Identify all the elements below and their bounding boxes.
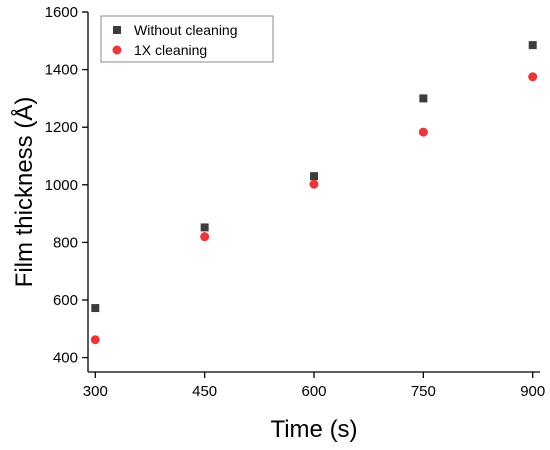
data-point-square — [310, 172, 318, 181]
y-tick-label: 1600 — [45, 4, 78, 21]
legend: Without cleaning 1X cleaning — [100, 15, 274, 63]
data-point-square — [91, 304, 100, 313]
y-axis-title: Film thickness (Å) — [10, 97, 38, 288]
y-tick-label: 600 — [53, 292, 78, 309]
x-axis-ticks: 300 450 600 750 900 — [83, 372, 545, 400]
y-axis-ticks: 400 600 800 1000 1200 1400 1600 — [45, 4, 88, 367]
data-point-circle — [90, 335, 100, 345]
x-tick-label: 900 — [520, 383, 545, 400]
x-axis-title: Time (s) — [270, 416, 357, 443]
data-point-circle — [200, 232, 210, 242]
legend-label: 1X cleaning — [134, 42, 207, 58]
data-point-circle — [418, 127, 428, 137]
y-tick-label: 800 — [53, 234, 78, 251]
legend-marker-square — [113, 26, 121, 34]
data-point-square — [200, 223, 209, 232]
data-point-circle — [528, 72, 538, 82]
legend-box — [100, 15, 274, 63]
data-point-square — [528, 41, 537, 50]
data-point-square — [419, 94, 428, 103]
legend-items: Without cleaning 1X cleaning — [112, 22, 238, 58]
legend-label: Without cleaning — [134, 22, 238, 38]
plot-area — [87, 12, 540, 373]
data-points — [90, 41, 538, 345]
y-tick-label: 400 — [53, 350, 78, 367]
x-tick-label: 450 — [192, 383, 217, 400]
x-tick-label: 600 — [301, 383, 326, 400]
x-tick-label: 300 — [83, 383, 108, 400]
x-tick-label: 750 — [411, 383, 436, 400]
data-point-circle — [309, 179, 319, 189]
y-tick-label: 1200 — [45, 119, 78, 136]
y-tick-label: 1000 — [45, 177, 78, 194]
y-tick-label: 1400 — [45, 62, 78, 79]
legend-marker-circle — [112, 45, 122, 55]
